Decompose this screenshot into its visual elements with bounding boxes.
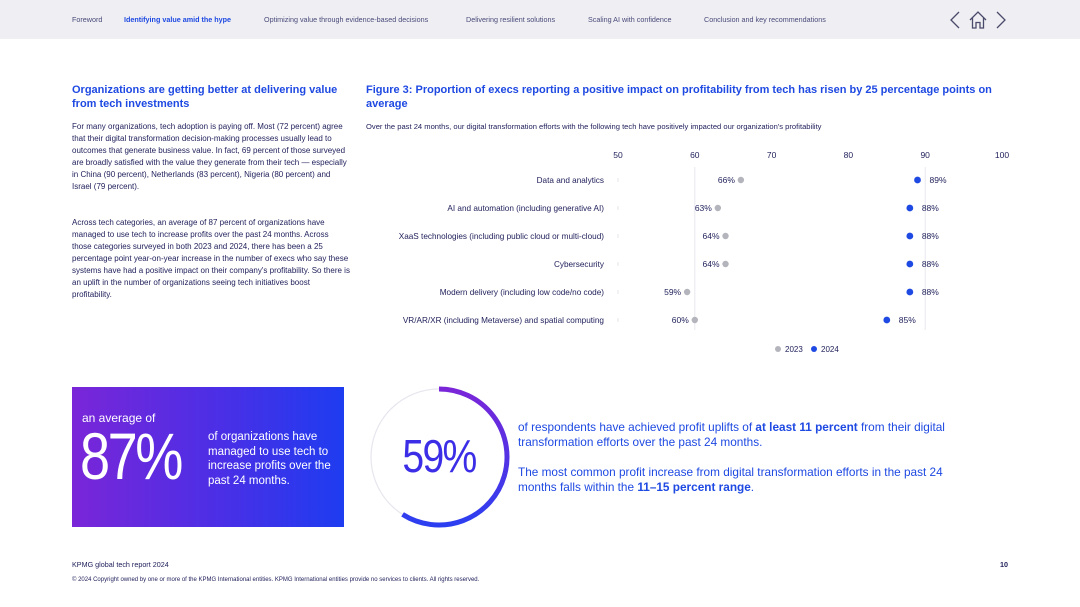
legend-label-2024: 2024 xyxy=(821,345,839,354)
category-label: Modern delivery (including low code/no c… xyxy=(440,288,605,297)
stat-value: 87% xyxy=(80,419,183,493)
stat-description: of organizations have managed to use tec… xyxy=(208,431,331,487)
chevron-right-icon[interactable] xyxy=(994,10,1008,30)
progress-ring xyxy=(370,386,510,528)
x-tick-label: 70 xyxy=(767,150,777,160)
category-label: VR/AR/XR (including Metaverse) and spati… xyxy=(403,316,605,325)
p1-highlight: at least 11 percent xyxy=(755,420,858,434)
label-2023: 66% xyxy=(718,175,735,185)
p1-part-c: from their digital transformation effort… xyxy=(518,420,945,449)
label-2024: 88% xyxy=(922,259,939,269)
point-2024 xyxy=(906,288,914,296)
x-tick-label: 80 xyxy=(844,150,854,160)
nav-item-scaling-ai[interactable]: Scaling AI with confidence xyxy=(588,15,672,24)
point-2023 xyxy=(691,316,698,324)
figure-subtitle: Over the past 24 months, our digital tra… xyxy=(366,122,822,131)
point-2023 xyxy=(714,204,722,212)
footer-report-name: KPMG global tech report 2024 xyxy=(72,560,169,569)
intro-paragraph: For many organizations, tech adoption is… xyxy=(72,122,347,191)
nav-item-foreword[interactable]: Foreword xyxy=(72,15,103,24)
point-2023 xyxy=(683,288,691,296)
nav-icons xyxy=(948,10,1008,30)
category-label: Data and analytics xyxy=(537,176,604,185)
nav-item-optimizing-value[interactable]: Optimizing value through evidence-based … xyxy=(264,15,429,24)
nav-item-delivering-resilient[interactable]: Delivering resilient solutions xyxy=(466,15,556,24)
legend-label-2023: 2023 xyxy=(785,345,803,354)
category-label: Cybersecurity xyxy=(554,260,605,269)
label-2023: 60% xyxy=(672,315,689,325)
legend-item-2023: 2023 xyxy=(775,345,805,354)
p2-part-a: The most common profit increase from dig… xyxy=(518,465,943,494)
legend-dot-2023 xyxy=(775,346,781,352)
p1-part-a: of respondents have achieved profit upli… xyxy=(518,420,756,434)
profit-uplift-text: of respondents have achieved profit upli… xyxy=(518,420,968,450)
point-2023 xyxy=(737,176,745,184)
label-2024: 85% xyxy=(899,315,916,325)
stat-prefix: an average of xyxy=(82,411,156,425)
section-title: Organizations are getting better at deli… xyxy=(72,84,338,110)
stat-box-87: an average of 87% of organizations have … xyxy=(72,387,344,527)
point-2023 xyxy=(722,260,729,268)
p2-part-c: . xyxy=(750,480,755,494)
point-2024 xyxy=(906,204,914,212)
dot-plot-chart: 50 60 70 80 90 100 Data and analytics 66% 89% AI … xyxy=(360,145,1020,345)
top-navigation: Foreword Identifying value amid the hype… xyxy=(0,0,1080,39)
label-2023: 64% xyxy=(703,259,720,269)
home-icon[interactable] xyxy=(968,10,988,30)
point-2024 xyxy=(883,316,891,324)
label-2023: 63% xyxy=(695,203,712,213)
nav-item-identifying-value[interactable]: Identifying value amid the hype xyxy=(124,15,232,24)
page-number: 10 xyxy=(1000,560,1008,569)
label-2024: 89% xyxy=(930,175,947,185)
ring-value: 59% xyxy=(402,430,477,482)
profit-range-text: The most common profit increase from dig… xyxy=(518,465,968,495)
p2-highlight: 11–15 percent range xyxy=(637,480,751,494)
category-label: XaaS technologies (including public clou… xyxy=(399,232,605,241)
label-2024: 88% xyxy=(922,203,939,213)
label-2023: 64% xyxy=(703,231,720,241)
point-2023 xyxy=(722,232,729,240)
label-2024: 88% xyxy=(922,231,939,241)
x-tick-label: 50 xyxy=(613,150,623,160)
detail-paragraph: Across tech categories, an average of 87… xyxy=(72,218,350,299)
nav-item-conclusion[interactable]: Conclusion and key recommendations xyxy=(704,15,826,24)
x-tick-label: 100 xyxy=(995,150,1009,160)
label-2023: 59% xyxy=(664,287,681,297)
legend-dot-2024 xyxy=(811,346,818,352)
x-tick-label: 60 xyxy=(690,150,700,160)
category-label: AI and automation (including generative … xyxy=(447,204,604,213)
copyright-notice: © 2024 Copyright owned by one or more of… xyxy=(72,577,480,583)
chevron-left-icon[interactable] xyxy=(948,10,962,30)
chart-svg: 50 60 70 80 90 100 Data and analytics 66% 89% AI … xyxy=(399,150,1009,330)
point-2024 xyxy=(906,260,914,268)
point-2024 xyxy=(914,176,921,184)
ring-progress-arc xyxy=(401,386,510,528)
legend-item-2024: 2024 xyxy=(811,345,839,354)
chart-legend: 2023 2024 xyxy=(775,345,839,354)
point-2024 xyxy=(906,232,914,240)
figure-title: Figure 3: Proportion of execs reporting … xyxy=(366,84,992,110)
x-tick-label: 90 xyxy=(920,150,930,160)
label-2024: 88% xyxy=(922,287,939,297)
